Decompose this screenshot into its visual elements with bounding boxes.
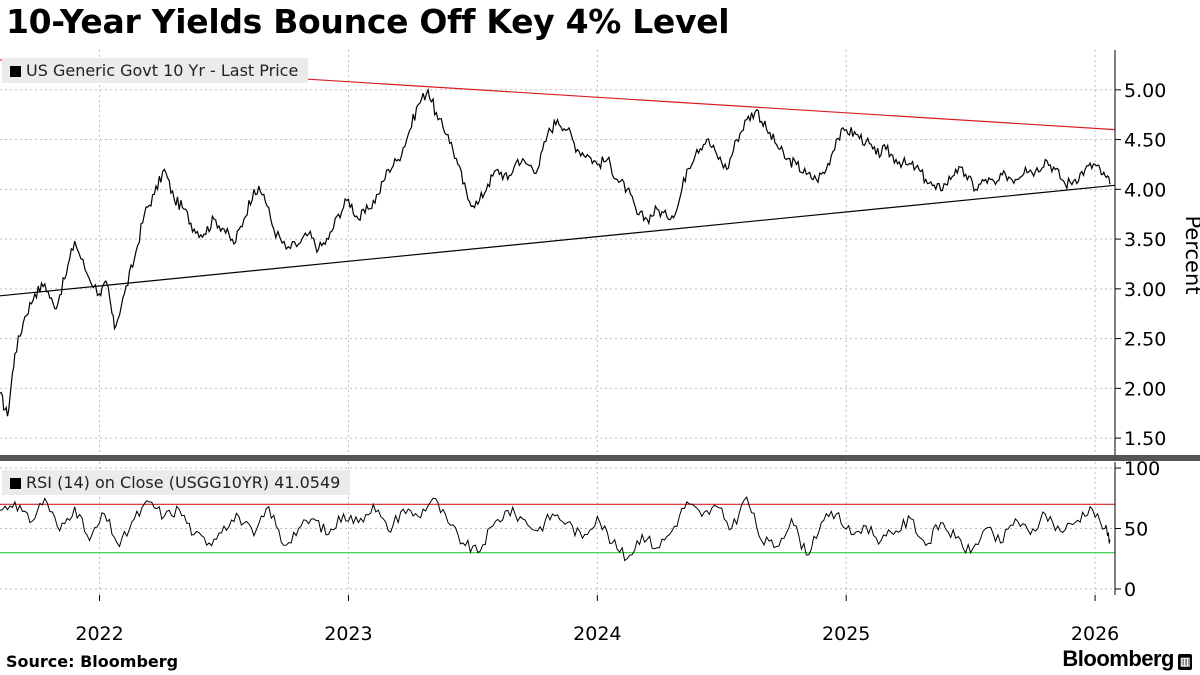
brand-logo: Bloomberg ▥ bbox=[1062, 646, 1192, 672]
x-tick-label: 2023 bbox=[324, 623, 372, 645]
legend-swatch bbox=[10, 478, 21, 489]
y-tick-label: 3.00 bbox=[1124, 279, 1166, 301]
y-tick-label: 4.00 bbox=[1124, 179, 1166, 201]
rsi-tick-label: 50 bbox=[1124, 519, 1148, 541]
x-tick-label: 2026 bbox=[1071, 623, 1119, 645]
page-title: 10-Year Yields Bounce Off Key 4% Level bbox=[6, 2, 730, 41]
rsi-tick-labels: 0 50 100 bbox=[1115, 458, 1160, 601]
source-note: Source: Bloomberg bbox=[6, 652, 179, 671]
x-tick-labels: 2022 2023 2024 2025 2026 bbox=[75, 595, 1119, 645]
bloomberg-terminal-icon: ▥ bbox=[1178, 654, 1192, 670]
rsi-reference-lines bbox=[0, 503, 1115, 554]
panel-divider bbox=[0, 455, 1200, 461]
x-tick-label: 2022 bbox=[75, 623, 123, 645]
y-tick-label: 2.00 bbox=[1124, 378, 1166, 400]
price-series-line bbox=[0, 87, 1111, 417]
price-legend-label: US Generic Govt 10 Yr - Last Price bbox=[26, 61, 299, 80]
y-tick-label: 1.50 bbox=[1124, 428, 1166, 450]
rsi-series-line bbox=[0, 496, 1111, 562]
brand-name: Bloomberg bbox=[1062, 646, 1174, 671]
y-tick-label: 4.50 bbox=[1124, 130, 1166, 152]
x-tick-label: 2024 bbox=[573, 623, 621, 645]
rsi-legend-label: RSI (14) on Close (USGG10YR) 41.0549 bbox=[26, 473, 341, 492]
y-tick-label: 2.50 bbox=[1124, 329, 1166, 351]
price-gridlines bbox=[0, 50, 1115, 458]
rsi-legend: RSI (14) on Close (USGG10YR) 41.0549 bbox=[2, 470, 351, 495]
x-tick-label: 2025 bbox=[822, 623, 870, 645]
legend-swatch bbox=[10, 66, 21, 77]
price-tick-labels: 1.50 2.00 2.50 3.00 3.50 4.00 4.50 5.00 bbox=[1115, 80, 1166, 450]
price-legend: US Generic Govt 10 Yr - Last Price bbox=[2, 58, 309, 83]
y-tick-label: 5.00 bbox=[1124, 80, 1166, 102]
y-tick-label: 3.50 bbox=[1124, 229, 1166, 251]
series-lines bbox=[0, 87, 1111, 562]
rsi-tick-label: 0 bbox=[1124, 579, 1136, 601]
trendline-support bbox=[0, 184, 1116, 297]
rsi-tick-label: 100 bbox=[1124, 458, 1160, 480]
y-axis-title: Percent bbox=[1181, 215, 1200, 294]
rsi-gridlines bbox=[0, 462, 1115, 595]
